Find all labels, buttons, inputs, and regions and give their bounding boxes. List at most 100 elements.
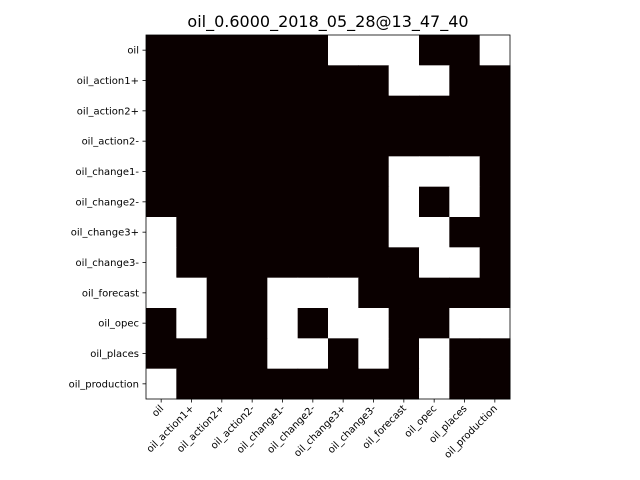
heatmap-cell-r8-c4 (267, 277, 299, 309)
heatmap-cell-r7-c11 (479, 247, 511, 279)
heatmap-cell-r4-c1 (176, 156, 208, 188)
heatmap-cell-r6-c7 (358, 217, 390, 248)
heatmap-cells (146, 35, 511, 400)
heatmap-cell-r5-c3 (237, 186, 268, 218)
heatmap-cell-r9-c6 (328, 308, 359, 339)
y-tick-label: oil_action2- (82, 137, 140, 148)
heatmap-cell-r11-c6 (328, 368, 359, 400)
heatmap-cell-r1-c10 (449, 65, 481, 97)
heatmap-cell-r9-c7 (358, 308, 390, 339)
heatmap-cell-r9-c5 (297, 308, 329, 339)
heatmap-cell-r7-c8 (388, 247, 420, 279)
heatmap-cell-r9-c4 (267, 308, 299, 339)
heatmap-cell-r7-c7 (358, 247, 390, 279)
y-tick-label: oil_action1+ (77, 76, 139, 87)
heatmap-cell-r6-c5 (297, 217, 329, 248)
heatmap-cell-r6-c2 (206, 217, 238, 248)
heatmap-cell-r6-c6 (328, 217, 359, 248)
heatmap-cell-r3-c4 (267, 126, 299, 157)
heatmap-cell-r3-c1 (176, 126, 208, 157)
heatmap-cell-r11-c10 (449, 368, 481, 400)
heatmap-cell-r8-c6 (328, 277, 359, 309)
y-axis: oil oil_action1+ oil_action2+ oil_action2-o… (69, 46, 146, 390)
heatmap-cell-r0-c1 (176, 35, 208, 66)
heatmap-cell-r2-c4 (267, 95, 299, 127)
heatmap-cell-r10-c1 (176, 338, 208, 370)
heatmap-cell-r7-c9 (419, 247, 450, 279)
heatmap-cell-r8-c7 (358, 277, 390, 309)
heatmap-cell-r5-c5 (297, 186, 329, 218)
heatmap-cell-r3-c3 (237, 126, 268, 157)
heatmap-cell-r3-c10 (449, 126, 481, 157)
heatmap-cell-r8-c0 (146, 277, 177, 309)
heatmap-cell-r0-c9 (419, 35, 450, 66)
y-tick-label: oil_action2+ (77, 106, 139, 117)
heatmap-cell-r3-c11 (479, 126, 511, 157)
heatmap-cell-r8-c1 (176, 277, 208, 309)
heatmap-cell-r1-c7 (358, 65, 390, 97)
heatmap-cell-r6-c3 (237, 217, 268, 248)
heatmap-cell-r0-c3 (237, 35, 268, 66)
heatmap-cell-r3-c9 (419, 126, 450, 157)
heatmap-cell-r6-c11 (479, 217, 511, 248)
heatmap-cell-r11-c3 (237, 368, 268, 400)
heatmap-cell-r2-c8 (388, 95, 420, 127)
y-tick-label: oil_change2- (76, 197, 140, 208)
heatmap-cell-r11-c11 (479, 368, 511, 400)
heatmap-cell-r4-c5 (297, 156, 329, 188)
heatmap-cell-r10-c0 (146, 338, 177, 370)
heatmap-cell-r2-c7 (358, 95, 390, 127)
heatmap-cell-r6-c4 (267, 217, 299, 248)
heatmap-cell-r9-c11 (479, 308, 511, 339)
heatmap-cell-r2-c11 (479, 95, 511, 127)
heatmap-cell-r10-c4 (267, 338, 299, 370)
heatmap-cell-r10-c6 (328, 338, 359, 370)
heatmap-cell-r3-c6 (328, 126, 359, 157)
heatmap-cell-r9-c9 (419, 308, 450, 339)
heatmap-cell-r7-c4 (267, 247, 299, 279)
heatmap-cell-r6-c1 (176, 217, 208, 248)
heatmap-cell-r7-c2 (206, 247, 238, 279)
heatmap-cell-r6-c0 (146, 217, 177, 248)
heatmap-cell-r2-c1 (176, 95, 208, 127)
heatmap-cell-r2-c10 (449, 95, 481, 127)
heatmap-cell-r11-c9 (419, 368, 450, 400)
heatmap-cell-r7-c6 (328, 247, 359, 279)
heatmap-cell-r10-c3 (237, 338, 268, 370)
heatmap-cell-r1-c4 (267, 65, 299, 97)
heatmap-cell-r0-c11 (479, 35, 511, 66)
heatmap-cell-r5-c11 (479, 186, 511, 218)
heatmap-cell-r4-c10 (449, 156, 481, 188)
heatmap-cell-r11-c8 (388, 368, 420, 400)
heatmap-cell-r0-c2 (206, 35, 238, 66)
heatmap-cell-r1-c8 (388, 65, 420, 97)
y-tick-label: oil_production (69, 379, 139, 390)
heatmap-cell-r9-c1 (176, 308, 208, 339)
heatmap-cell-r1-c9 (419, 65, 450, 97)
heatmap-cell-r4-c6 (328, 156, 359, 188)
heatmap-cell-r3-c0 (146, 126, 177, 157)
heatmap-cell-r4-c4 (267, 156, 299, 188)
y-tick-label: oil_change1- (76, 167, 140, 178)
heatmap-cell-r5-c1 (176, 186, 208, 218)
heatmap-cell-r1-c6 (328, 65, 359, 97)
heatmap-cell-r10-c8 (388, 338, 420, 370)
heatmap-cell-r8-c5 (297, 277, 329, 309)
heatmap-cell-r7-c3 (237, 247, 268, 279)
heatmap-cell-r0-c8 (388, 35, 420, 66)
heatmap-cell-r4-c9 (419, 156, 450, 188)
heatmap-cell-r0-c6 (328, 35, 359, 66)
heatmap-cell-r10-c7 (358, 338, 390, 370)
heatmap-cell-r9-c3 (237, 308, 268, 339)
heatmap-cell-r7-c1 (176, 247, 208, 279)
heatmap-cell-r2-c9 (419, 95, 450, 127)
heatmap-cell-r4-c0 (146, 156, 177, 188)
heatmap-cell-r2-c5 (297, 95, 329, 127)
heatmap-cell-r6-c8 (388, 217, 420, 248)
heatmap-cell-r3-c5 (297, 126, 329, 157)
heatmap-cell-r8-c9 (419, 277, 450, 309)
heatmap-cell-r3-c2 (206, 126, 238, 157)
heatmap-cell-r10-c9 (419, 338, 450, 370)
heatmap-cell-r8-c2 (206, 277, 238, 309)
heatmap-cell-r1-c1 (176, 65, 208, 97)
